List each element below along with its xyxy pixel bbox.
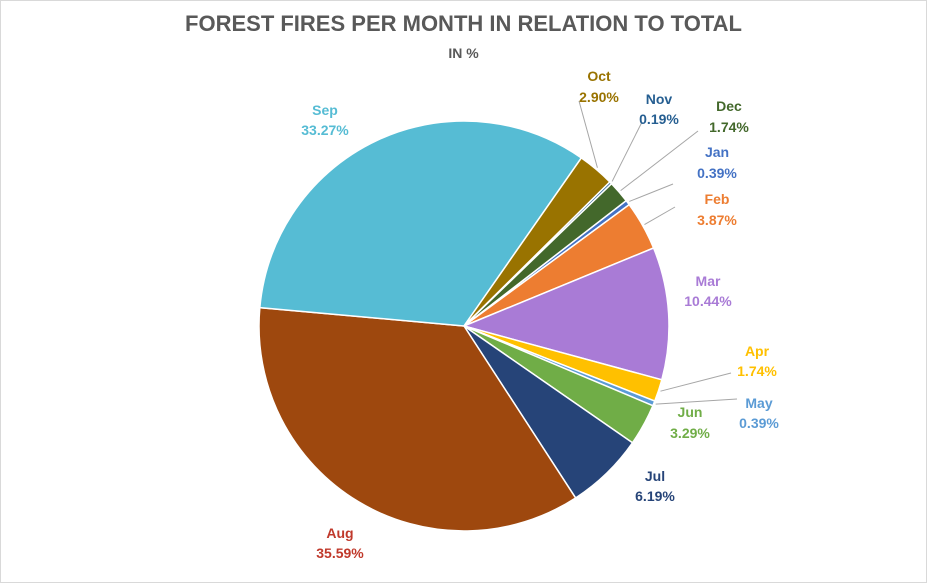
slice-label-jan: Jan [705,144,729,160]
slice-value-feb: 3.87% [697,212,737,228]
slice-value-nov: 0.19% [639,111,679,127]
slice-label-apr: Apr [745,343,770,359]
slice-label-dec: Dec [716,98,742,114]
slice-value-jan: 0.39% [697,165,737,181]
leader-line-may [655,398,738,405]
pie-slice-mar[interactable] [461,247,670,381]
slice-label-mar: Mar [696,273,721,289]
slice-label-feb: Feb [705,191,730,207]
slice-value-mar: 10.44% [684,293,732,309]
pie-slice-dec[interactable] [463,182,628,327]
slice-label-oct: Oct [587,68,611,84]
slice-label-aug: Aug [326,525,353,541]
leader-line-jan [629,183,674,202]
slice-label-sep: Sep [312,102,338,118]
leader-line-dec [620,130,699,192]
chart-subtitle: IN % [448,45,479,61]
slice-value-apr: 1.74% [737,363,777,379]
pie-slice-sep[interactable] [259,120,583,327]
pie-slices [258,120,670,532]
leader-line-feb [644,206,676,226]
slice-label-nov: Nov [646,91,673,107]
chart-title: FOREST FIRES PER MONTH IN RELATION TO TO… [185,11,742,36]
slice-value-oct: 2.90% [579,89,619,105]
slice-label-may: May [745,395,772,411]
slice-value-may: 0.39% [739,415,779,431]
pie-slice-aug[interactable] [258,306,577,532]
leader-line-apr [660,372,732,392]
slice-value-jul: 6.19% [635,488,675,504]
leader-line-nov [611,121,643,182]
slice-value-aug: 35.59% [316,545,364,561]
slice-label-jun: Jun [678,404,703,420]
pie-labels: Jan 0.39% Feb 3.87% Mar 10.44% Apr 1.74% May 0.39… [301,68,779,561]
slice-value-sep: 33.27% [301,122,349,138]
slice-value-jun: 3.29% [670,425,710,441]
leader-line-oct [578,100,598,168]
slice-label-jul: Jul [645,468,665,484]
slice-value-dec: 1.74% [709,119,749,135]
